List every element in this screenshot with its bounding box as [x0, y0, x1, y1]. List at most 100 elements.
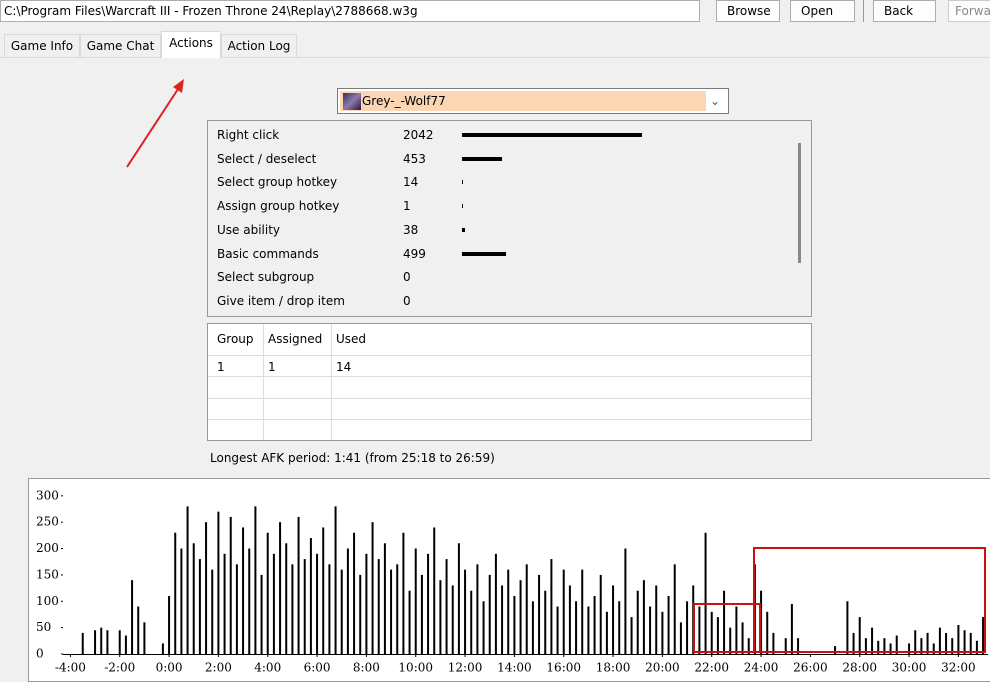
toolbar-button[interactable]: Back: [873, 0, 936, 22]
bar: [248, 548, 251, 654]
bar: [427, 553, 430, 654]
bar: [365, 553, 368, 654]
player-selected: [340, 91, 706, 111]
bar: [494, 553, 497, 654]
tab[interactable]: Actions: [161, 31, 221, 58]
action-bar: [462, 180, 464, 185]
y-tick-label: 300: [36, 488, 59, 502]
bar: [501, 585, 504, 654]
action-bar: [462, 133, 642, 137]
y-tick-label: 150: [36, 567, 59, 581]
bar: [124, 635, 127, 654]
bar: [895, 635, 898, 654]
x-tick-label: 18:00: [596, 661, 631, 675]
bar: [858, 617, 861, 654]
bar: [100, 627, 103, 654]
action-count: 453: [403, 151, 426, 166]
bar: [698, 606, 701, 654]
row-divider: [208, 419, 811, 420]
bar: [729, 627, 732, 654]
scrollbar-thumb[interactable]: [798, 143, 801, 263]
bar: [871, 627, 874, 654]
bar: [704, 532, 707, 654]
bar: [624, 548, 627, 654]
bar: [581, 569, 584, 654]
action-count: 0: [403, 293, 411, 308]
path-field[interactable]: C:\Program Files\Warcraft III - Frozen T…: [0, 0, 700, 22]
bar: [396, 564, 399, 654]
bar: [649, 606, 652, 654]
action-name: Basic commands: [217, 246, 319, 261]
bar: [741, 622, 744, 654]
bar: [377, 559, 380, 654]
x-tick-label: 6:00: [304, 661, 331, 675]
bar: [562, 569, 565, 654]
player-name: Grey-_-Wolf77: [362, 94, 446, 108]
action-count: 38: [403, 222, 419, 237]
bar: [575, 601, 578, 654]
bar: [544, 590, 547, 654]
y-tick-label: 200: [36, 541, 59, 555]
bar: [328, 564, 331, 654]
bar: [420, 574, 423, 654]
column-header: Assigned: [268, 332, 323, 346]
bar: [834, 646, 837, 654]
bar: [285, 543, 288, 654]
bar: [186, 506, 189, 654]
bar: [630, 617, 633, 654]
bar: [272, 553, 275, 654]
bar: [309, 538, 312, 654]
bar: [131, 580, 134, 654]
afk-text: Longest AFK period: 1:41 (from 25:18 to …: [210, 451, 495, 465]
action-name: Right click: [217, 128, 280, 142]
x-tick-label: 14:00: [497, 661, 532, 675]
x-tick-label: 26:00: [793, 661, 828, 675]
bar: [383, 543, 386, 654]
x-tick-label: 22:00: [694, 661, 729, 675]
x-tick-label: -4:00: [55, 661, 86, 675]
player-icon: [343, 93, 361, 110]
x-tick-label: 4:00: [254, 661, 281, 675]
bar: [957, 625, 960, 654]
bar: [852, 632, 855, 654]
column-header: Used: [336, 332, 367, 346]
column-divider: [263, 324, 264, 440]
bar: [760, 590, 763, 654]
bar: [414, 548, 417, 654]
bar: [772, 632, 775, 654]
bar: [198, 559, 201, 654]
player-dropdown[interactable]: Grey-_-Wolf77 ⌄: [337, 88, 729, 114]
action-list: Right click 2042 Select / deselect 453 Selec…: [207, 120, 812, 317]
bar: [673, 564, 676, 654]
x-tick-label: 24:00: [744, 661, 779, 675]
bar: [260, 574, 263, 654]
y-tick-label: 0: [36, 647, 44, 661]
bar: [161, 643, 164, 654]
bar: [889, 643, 892, 654]
annotation-box: [753, 547, 986, 653]
row-divider: [208, 376, 811, 377]
bar: [223, 553, 226, 654]
bar: [556, 606, 559, 654]
column-header: Group: [217, 332, 254, 346]
bar: [242, 527, 245, 654]
bar: [877, 640, 880, 654]
bar: [106, 630, 109, 654]
toolbar-button[interactable]: Open: [790, 0, 855, 22]
bar: [451, 585, 454, 654]
toolbar-button[interactable]: Forward: [948, 0, 990, 22]
tab[interactable]: Game Chat: [80, 34, 161, 58]
toolbar-button[interactable]: Browse: [716, 0, 780, 22]
action-name: Select subgroup: [217, 270, 315, 285]
bar: [864, 638, 867, 654]
bar: [908, 643, 911, 654]
bar: [550, 559, 553, 654]
bar: [279, 522, 282, 654]
bar: [766, 611, 769, 654]
group-table: Group Assigned Used 1 1 14: [207, 323, 812, 441]
tab[interactable]: Action Log: [221, 34, 297, 58]
bar: [642, 580, 645, 654]
bar: [655, 585, 658, 654]
tab[interactable]: Game Info: [4, 34, 80, 58]
